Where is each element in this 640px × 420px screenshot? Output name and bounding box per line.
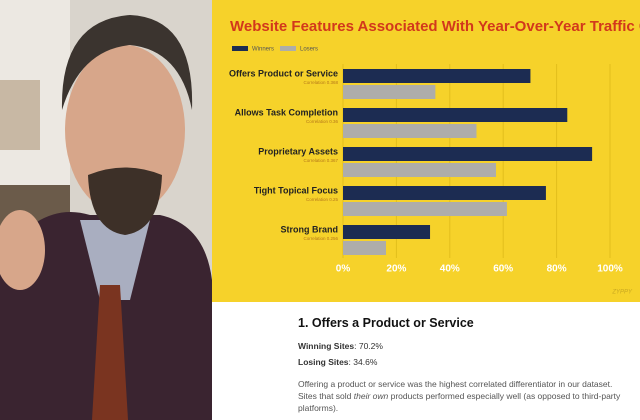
tie — [92, 285, 128, 420]
legend-label: Winners — [252, 47, 274, 53]
bar — [343, 69, 531, 83]
watermark: ZYPPY — [611, 290, 633, 296]
stat: Losing Sites: 34.6% — [298, 356, 628, 368]
category-label: Allows Task Completion — [235, 107, 338, 117]
chart: Website Features Associated With Year-Ov… — [229, 18, 640, 296]
x-tick-label: 20% — [386, 264, 406, 275]
bar — [343, 85, 436, 99]
sign — [0, 80, 40, 150]
emphasis: their own — [353, 391, 389, 401]
article-heading: 1. Offers a Product or Service — [298, 316, 474, 330]
beard — [88, 167, 162, 235]
x-tick-label: 100% — [597, 264, 623, 275]
stat-label: Losing Sites — [298, 357, 349, 367]
x-tick-label: 60% — [493, 264, 513, 275]
stat-text: : 34.6% — [348, 357, 378, 367]
category-label: Strong Brand — [281, 224, 339, 234]
article: 1. Offers a Product or Service Winning S… — [298, 316, 628, 418]
stat: Winning Sites: 70.2% — [298, 340, 628, 352]
hand — [0, 210, 45, 290]
paragraph: Offering a product or service was the hi… — [298, 378, 628, 414]
category-sublabel: Correlation 0.368 — [303, 80, 338, 85]
x-tick-label: 80% — [547, 264, 567, 275]
text: Offering a product or service was the hi… — [298, 379, 613, 401]
hair — [61, 15, 193, 110]
bar — [343, 241, 386, 255]
x-tick-label: 40% — [440, 264, 460, 275]
bar — [343, 108, 568, 122]
legend-label: Losers — [300, 47, 318, 53]
category-label: Proprietary Assets — [258, 146, 338, 156]
stat-text: : 70.2% — [354, 341, 383, 351]
legend-swatch — [280, 46, 296, 51]
legend-swatch — [232, 46, 248, 51]
bar — [343, 225, 431, 239]
category-label: Tight Topical Focus — [254, 185, 338, 195]
bar — [343, 147, 593, 161]
x-tick-label: 0% — [336, 264, 351, 275]
category-sublabel: Correlation 0.367 — [303, 158, 338, 163]
category-sublabel: Correlation 0.256 — [303, 236, 338, 241]
bar — [343, 163, 496, 177]
bar — [343, 124, 477, 138]
category-sublabel: Correlation 0.36 — [306, 119, 339, 124]
text: products performed especially well (as o… — [298, 391, 621, 413]
category-label: Offers Product or Service — [229, 68, 338, 78]
stat-label: Winning Sites — [298, 341, 355, 351]
shirt — [80, 220, 150, 300]
chart-title: Website Features Associated With Year-Ov… — [230, 18, 640, 35]
category-sublabel: Correlation 0.25 — [306, 197, 339, 202]
bar — [343, 186, 546, 200]
bar — [343, 202, 507, 216]
